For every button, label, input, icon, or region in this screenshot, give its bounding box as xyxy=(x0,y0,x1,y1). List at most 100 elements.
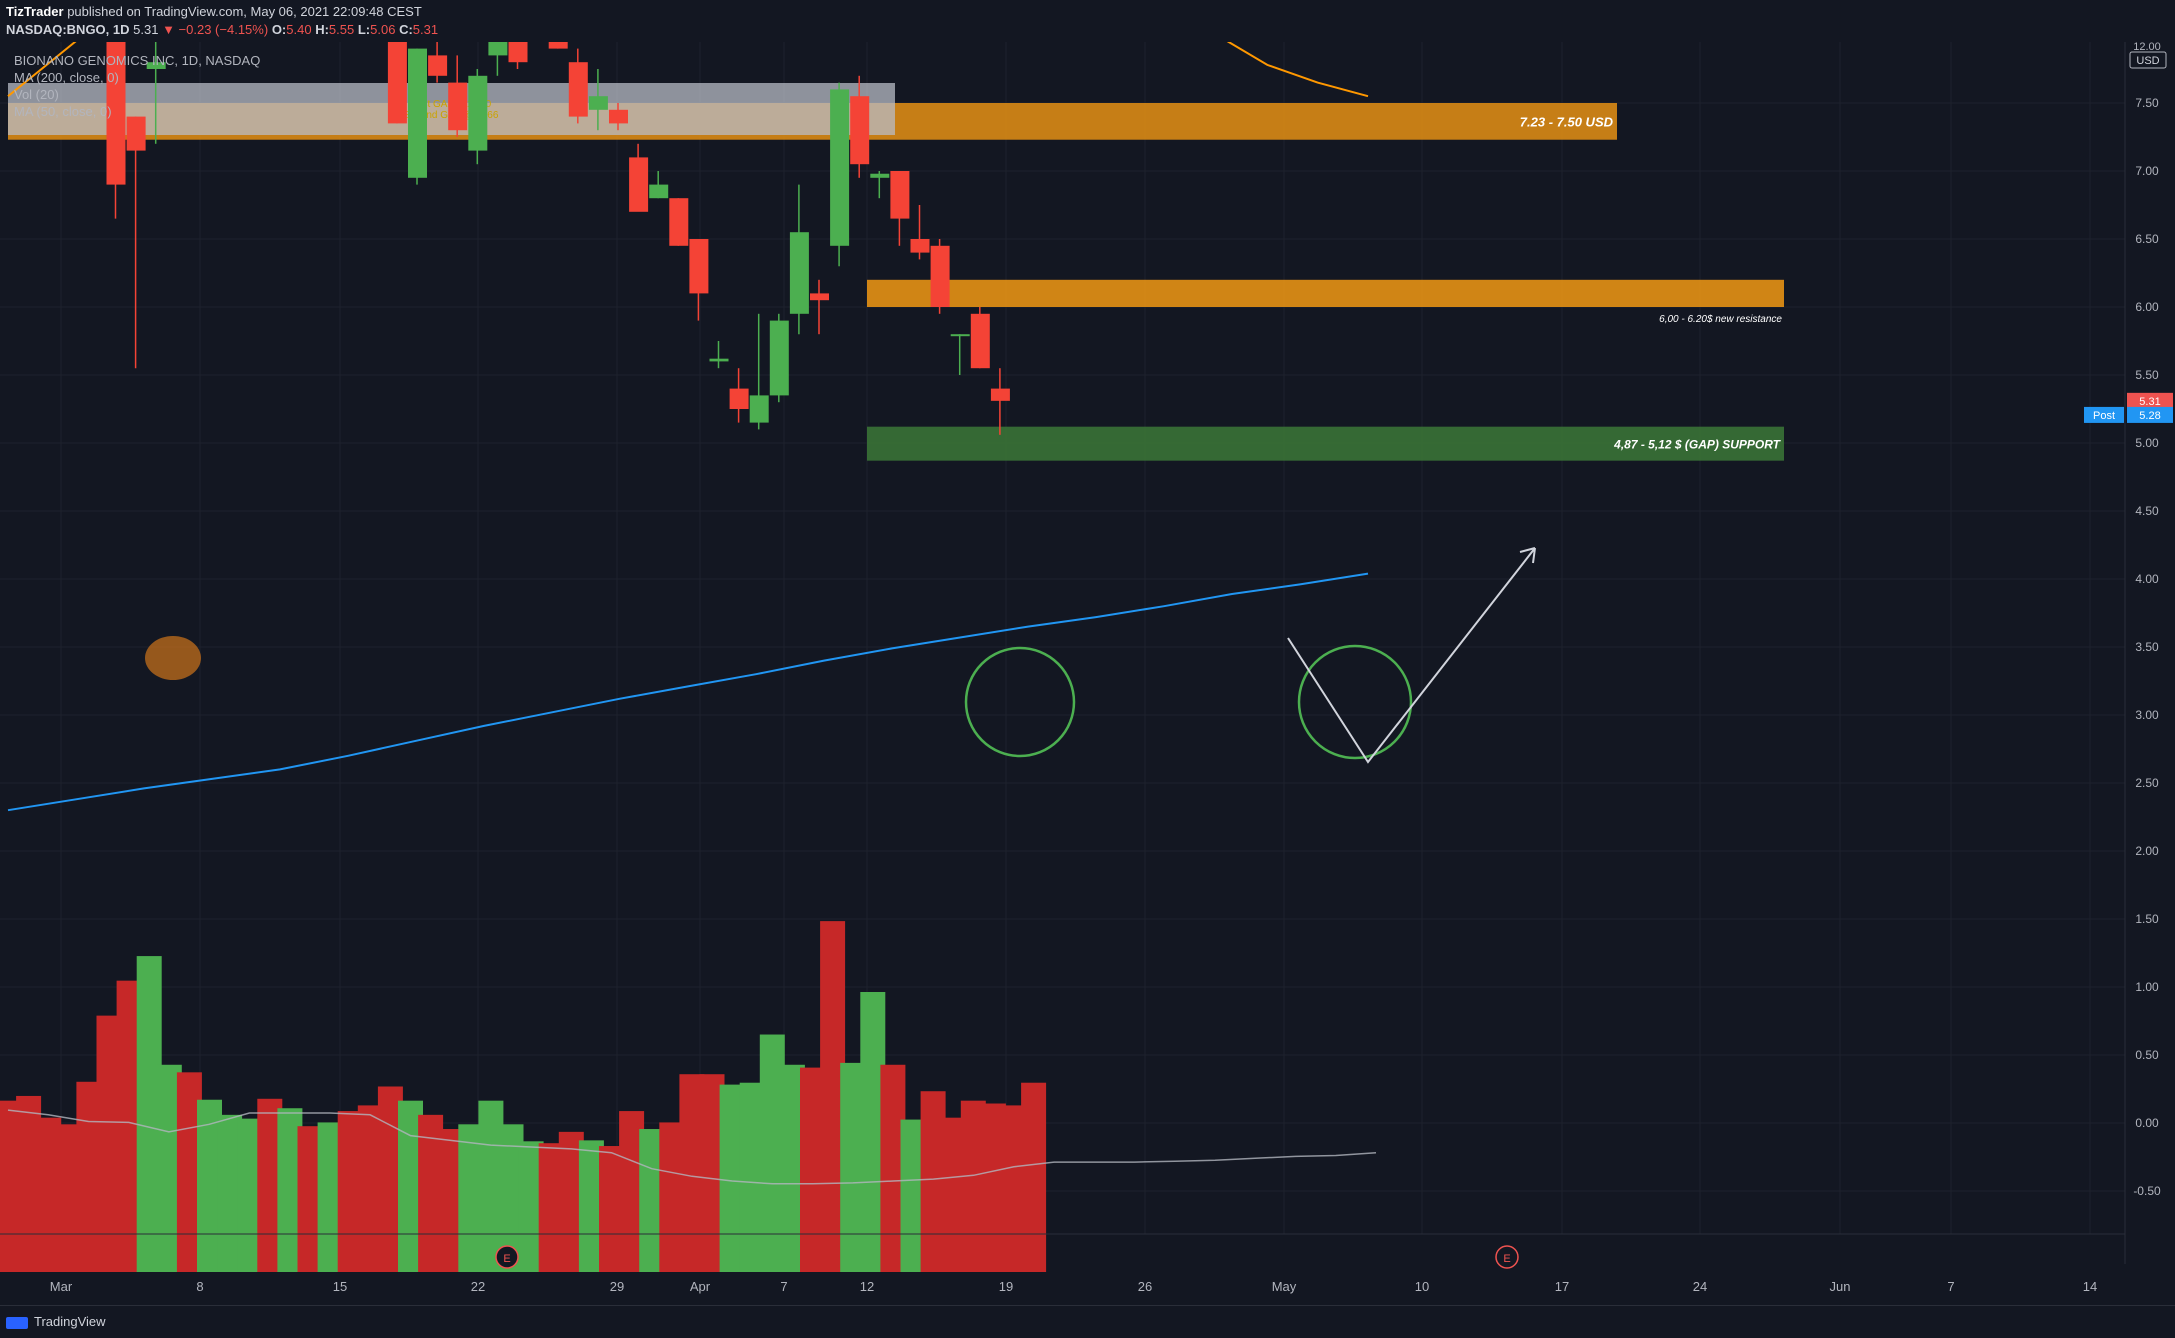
candle-body xyxy=(568,62,588,117)
y-tick-label: 5.50 xyxy=(2135,368,2159,382)
candle-body xyxy=(126,116,146,151)
quote-line: NASDAQ:BNGO, 1D 5.31 ▼ −0.23 (−4.15%) O:… xyxy=(6,22,438,37)
candle-body xyxy=(488,42,508,56)
ma200-line xyxy=(7,572,1369,812)
y-tick-label: 0.00 xyxy=(2135,1116,2159,1130)
x-tick-label: 15 xyxy=(333,1279,347,1294)
x-tick-label: 10 xyxy=(1415,1279,1429,1294)
high-value: 5.55 xyxy=(328,22,355,37)
y-tick-label: 6.50 xyxy=(2135,232,2159,246)
price-chart[interactable]: NEXT IMPORTANT LEVEL = 11,50 USDImportan… xyxy=(0,42,2175,1305)
x-tick-label: 26 xyxy=(1138,1279,1152,1294)
volume-ma-layer xyxy=(7,1109,1377,1185)
x-tick-label: 7 xyxy=(1947,1279,1954,1294)
x-tick-label: 12 xyxy=(860,1279,874,1294)
y-tick-label: 4.00 xyxy=(2135,572,2159,586)
legend-title[interactable]: BIONANO GENOMICS INC, 1D, NASDAQ xyxy=(14,53,261,68)
y-tick-label: 1.50 xyxy=(2135,912,2159,926)
x-tick-label: Jun xyxy=(1830,1279,1851,1294)
candle-body xyxy=(508,42,528,63)
y-tick-label: 3.50 xyxy=(2135,640,2159,654)
post-label-box xyxy=(2084,406,2124,423)
last-price-tag-label: 5.31 xyxy=(2139,396,2160,408)
candles-layer xyxy=(106,42,1010,435)
candle-body xyxy=(990,388,1010,401)
y-tick-label: 1.00 xyxy=(2135,980,2159,994)
support-circle-left xyxy=(964,646,1076,758)
last-price-tag xyxy=(2127,392,2173,409)
zone-label-new_resistance: 6,00 - 6.20$ new resistance xyxy=(1659,314,1782,325)
candle-body xyxy=(629,157,649,212)
candle-body xyxy=(387,42,407,124)
price-axis-panel xyxy=(2125,42,2175,1305)
x-tick-label: 19 xyxy=(999,1279,1013,1294)
open-value: 5.40 xyxy=(286,22,312,37)
candle-body xyxy=(468,75,488,151)
ma200-layer xyxy=(7,572,1369,812)
footer-bar: TradingView xyxy=(0,1305,2175,1338)
candle-body xyxy=(970,313,990,369)
candle-body xyxy=(548,42,568,49)
y-tick-label: -0.50 xyxy=(2133,1184,2161,1198)
axes-layer: -0.50 0.00 0.50 1.00 1.50 2.00 2.50 3.00 3.50 4.0… xyxy=(0,42,2175,1305)
y-tick-label: 6.00 xyxy=(2135,300,2159,314)
high-label: H: xyxy=(315,22,329,37)
y-tick-label: 5.00 xyxy=(2135,436,2159,450)
x-tick-label: 17 xyxy=(1555,1279,1569,1294)
earnings-label: E xyxy=(1503,1253,1510,1265)
grid-lines xyxy=(0,42,2125,1234)
candle-body xyxy=(709,358,729,362)
x-tick-label: 29 xyxy=(610,1279,624,1294)
tradingview-logo[interactable]: TradingView xyxy=(6,1314,106,1329)
tradingview-icon xyxy=(6,1316,28,1329)
x-tick-label: Apr xyxy=(690,1279,711,1294)
legend-ma50[interactable]: MA (50, close, 0) xyxy=(14,104,112,119)
candle-body xyxy=(428,55,448,76)
candle-body xyxy=(649,184,669,199)
earnings-label: E xyxy=(503,1253,510,1265)
candle-body xyxy=(408,48,427,178)
author-name[interactable]: TizTrader xyxy=(6,4,64,19)
candle-body xyxy=(850,96,870,165)
y-tick-label: 2.50 xyxy=(2135,776,2159,790)
candle-body xyxy=(789,232,809,314)
currency-box xyxy=(2129,51,2167,69)
low-value: 5.06 xyxy=(370,22,396,37)
projection-arrow-head xyxy=(1519,547,1536,564)
earnings-marker xyxy=(1495,1245,1519,1269)
candle-body xyxy=(729,388,749,409)
post-label: Post xyxy=(2093,410,2115,422)
zone-gap_support xyxy=(867,426,1784,461)
volume-ma-line xyxy=(7,1109,1377,1185)
candle-body xyxy=(689,239,709,294)
candle-body xyxy=(106,42,126,185)
publish-header: TizTrader published on TradingView.com, … xyxy=(0,0,2175,42)
x-tick-label: 24 xyxy=(1693,1279,1707,1294)
earnings-marker xyxy=(495,1245,519,1269)
y-tick-label: 7.00 xyxy=(2135,164,2159,178)
x-tick-label: 22 xyxy=(471,1279,485,1294)
close-value: 5.31 xyxy=(412,22,439,37)
publish-line: TizTrader published on TradingView.com, … xyxy=(6,4,422,19)
y-tick-label: 0.50 xyxy=(2135,1048,2159,1062)
currency-label: USD xyxy=(2136,55,2159,67)
x-tick-label: Mar xyxy=(50,1279,73,1294)
legend-ma200[interactable]: MA (200, close, 0) xyxy=(14,70,119,85)
x-tick-label: May xyxy=(1272,1279,1297,1294)
candle-body xyxy=(769,320,789,396)
x-tick-label: 8 xyxy=(196,1279,203,1294)
legend-vol[interactable]: Vol (20) xyxy=(14,87,59,102)
candle-body xyxy=(910,239,930,253)
candle-body xyxy=(669,198,689,246)
candle-body xyxy=(810,293,829,301)
brand-label: TradingView xyxy=(34,1314,106,1329)
publish-info: published on TradingView.com, May 06, 20… xyxy=(67,4,422,19)
candle-body xyxy=(930,245,950,307)
y-tick-label: 7.50 xyxy=(2135,96,2159,110)
zone-label-zone_723: 7.23 - 7.50 USD xyxy=(1520,114,1614,129)
zone-new_resistance xyxy=(867,279,1784,307)
y-tick-label: 3.00 xyxy=(2135,708,2159,722)
symbol-label[interactable]: NASDAQ:BNGO, 1D xyxy=(6,22,130,37)
volume-bar xyxy=(1021,1082,1047,1272)
low-label: L: xyxy=(357,22,371,37)
